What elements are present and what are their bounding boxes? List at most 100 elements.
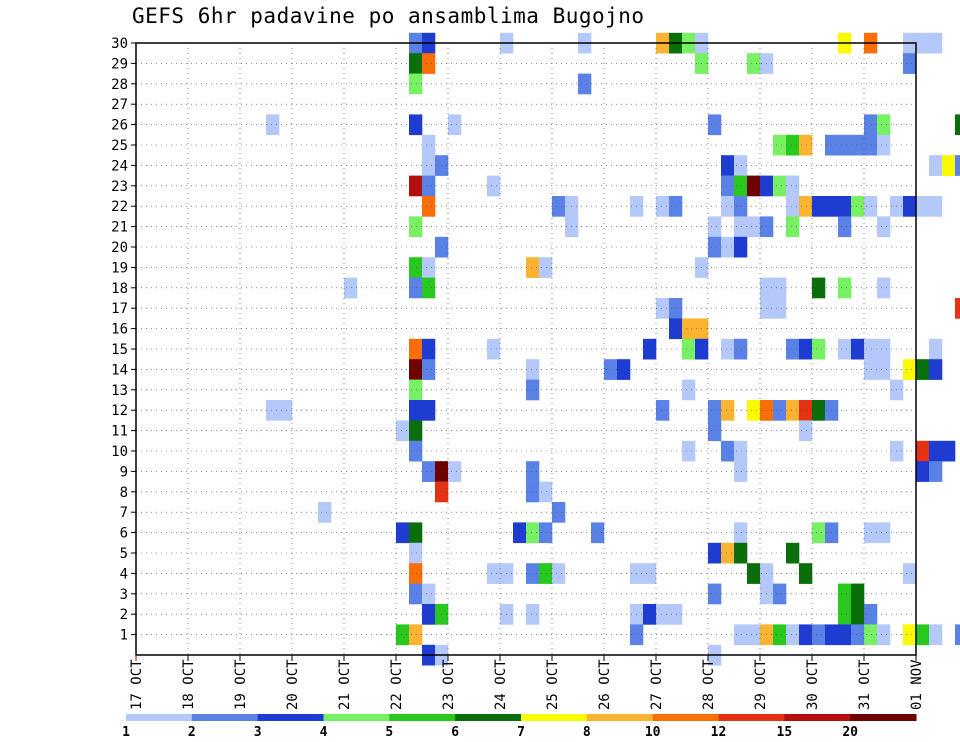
heatmap-cell [409, 522, 423, 544]
y-tick-label: 29 [111, 56, 128, 72]
heatmap-cell [734, 522, 748, 544]
heatmap-cell [656, 196, 670, 217]
heatmap-cells [266, 32, 960, 666]
x-tick-label: 29 OCT [753, 659, 769, 710]
heatmap-cell [526, 359, 540, 380]
heatmap-cell [682, 440, 696, 462]
heatmap-cell [708, 420, 722, 442]
heatmap-cell [916, 624, 930, 646]
heatmap-cell [864, 134, 878, 156]
heatmap-cell [812, 522, 826, 544]
colorbar-swatch [521, 714, 588, 721]
heatmap-cell [929, 440, 943, 462]
heatmap-cell [552, 502, 566, 523]
heatmap-cell [539, 481, 553, 503]
heatmap-cell [409, 73, 423, 95]
x-tick-label: 22 OCT [389, 659, 405, 710]
heatmap-cell [526, 481, 540, 503]
y-tick-label: 9 [120, 464, 128, 480]
heatmap-cell [929, 155, 943, 176]
colorbar-label: 12 [711, 725, 727, 740]
y-tick-label: 20 [111, 240, 128, 256]
heatmap-cell [487, 175, 501, 197]
heatmap-cell [409, 175, 423, 197]
heatmap-cell [422, 196, 436, 217]
colorbar-swatch [586, 714, 654, 721]
heatmap-cell [877, 216, 891, 238]
colorbar-label: 8 [583, 725, 591, 740]
heatmap-cell [916, 440, 930, 462]
colorbar: 1 2 3 4 5 6 7 8 10 12 15 20 [122, 714, 917, 740]
heatmap-cell [838, 196, 852, 217]
heatmap-cell [812, 338, 826, 360]
heatmap-cell [864, 338, 878, 360]
x-tick-label: 23 OCT [441, 659, 457, 710]
y-tick-label: 21 [111, 220, 128, 236]
x-tick-label: 19 OCT [233, 659, 249, 710]
heatmap-cell [799, 134, 813, 156]
heatmap-cell [422, 155, 436, 176]
heatmap-cell [851, 624, 865, 646]
y-tick-label: 22 [111, 199, 128, 215]
colorbar-label: 10 [645, 725, 661, 740]
heatmap-cell [526, 461, 540, 482]
heatmap-cell [734, 155, 748, 176]
heatmap-cell [526, 379, 540, 401]
heatmap-cell [851, 338, 865, 360]
heatmap-cell [955, 114, 960, 136]
heatmap-cell [721, 400, 735, 421]
heatmap-cell [409, 216, 423, 238]
heatmap-cell [422, 359, 436, 380]
heatmap-cell [526, 257, 540, 278]
y-tick-label: 18 [111, 281, 128, 297]
heatmap-cell [591, 522, 605, 544]
colorbar-swatch [652, 714, 719, 721]
colorbar-swatch [257, 714, 324, 721]
heatmap-cell [409, 277, 423, 299]
heatmap-cell [409, 583, 423, 605]
heatmap-cell [786, 542, 800, 564]
heatmap-cell [643, 604, 657, 625]
y-tick-label: 15 [111, 342, 128, 358]
colorbar-swatch [323, 714, 390, 721]
y-tick-label: 2 [120, 607, 128, 623]
y-tick-label: 1 [120, 628, 128, 644]
heatmap-cell [851, 196, 865, 217]
heatmap-cell [773, 583, 787, 605]
heatmap-cell [409, 624, 423, 646]
heatmap-cell [539, 257, 553, 278]
y-tick-label: 23 [111, 179, 128, 195]
heatmap-cell [422, 338, 436, 360]
heatmap-cell [773, 298, 787, 319]
colorbar-swatch [389, 714, 456, 721]
heatmap-cell [864, 114, 878, 136]
heatmap-cell [409, 563, 423, 584]
heatmap-cell [877, 359, 891, 380]
heatmap-cell [851, 134, 865, 156]
heatmap-cell [864, 624, 878, 646]
heatmap-cell [409, 359, 423, 380]
heatmap-cell [422, 175, 436, 197]
y-tick-label: 4 [120, 566, 128, 582]
heatmap-cell [851, 583, 865, 605]
heatmap-cell [812, 400, 826, 421]
heatmap-cell [773, 277, 787, 299]
colorbar-label: 1 [122, 725, 130, 740]
heatmap-cell [851, 604, 865, 625]
heatmap-cell [838, 624, 852, 646]
x-tick-label: 01 NOV [909, 659, 925, 710]
x-tick-label: 21 OCT [337, 659, 353, 710]
y-tick-label: 11 [111, 424, 128, 440]
heatmap-cell [708, 400, 722, 421]
x-tick-label: 24 OCT [493, 659, 509, 710]
heatmap-cell [747, 563, 761, 584]
heatmap-cell [773, 400, 787, 421]
colorbar-label: 20 [842, 725, 858, 740]
heatmap-cell [838, 338, 852, 360]
heatmap-cell [903, 624, 917, 646]
x-tick-label: 25 OCT [545, 659, 561, 710]
heatmap-cell [838, 277, 852, 299]
heatmap-cell [539, 522, 553, 544]
heatmap-cell [786, 338, 800, 360]
heatmap-cell [773, 175, 787, 197]
